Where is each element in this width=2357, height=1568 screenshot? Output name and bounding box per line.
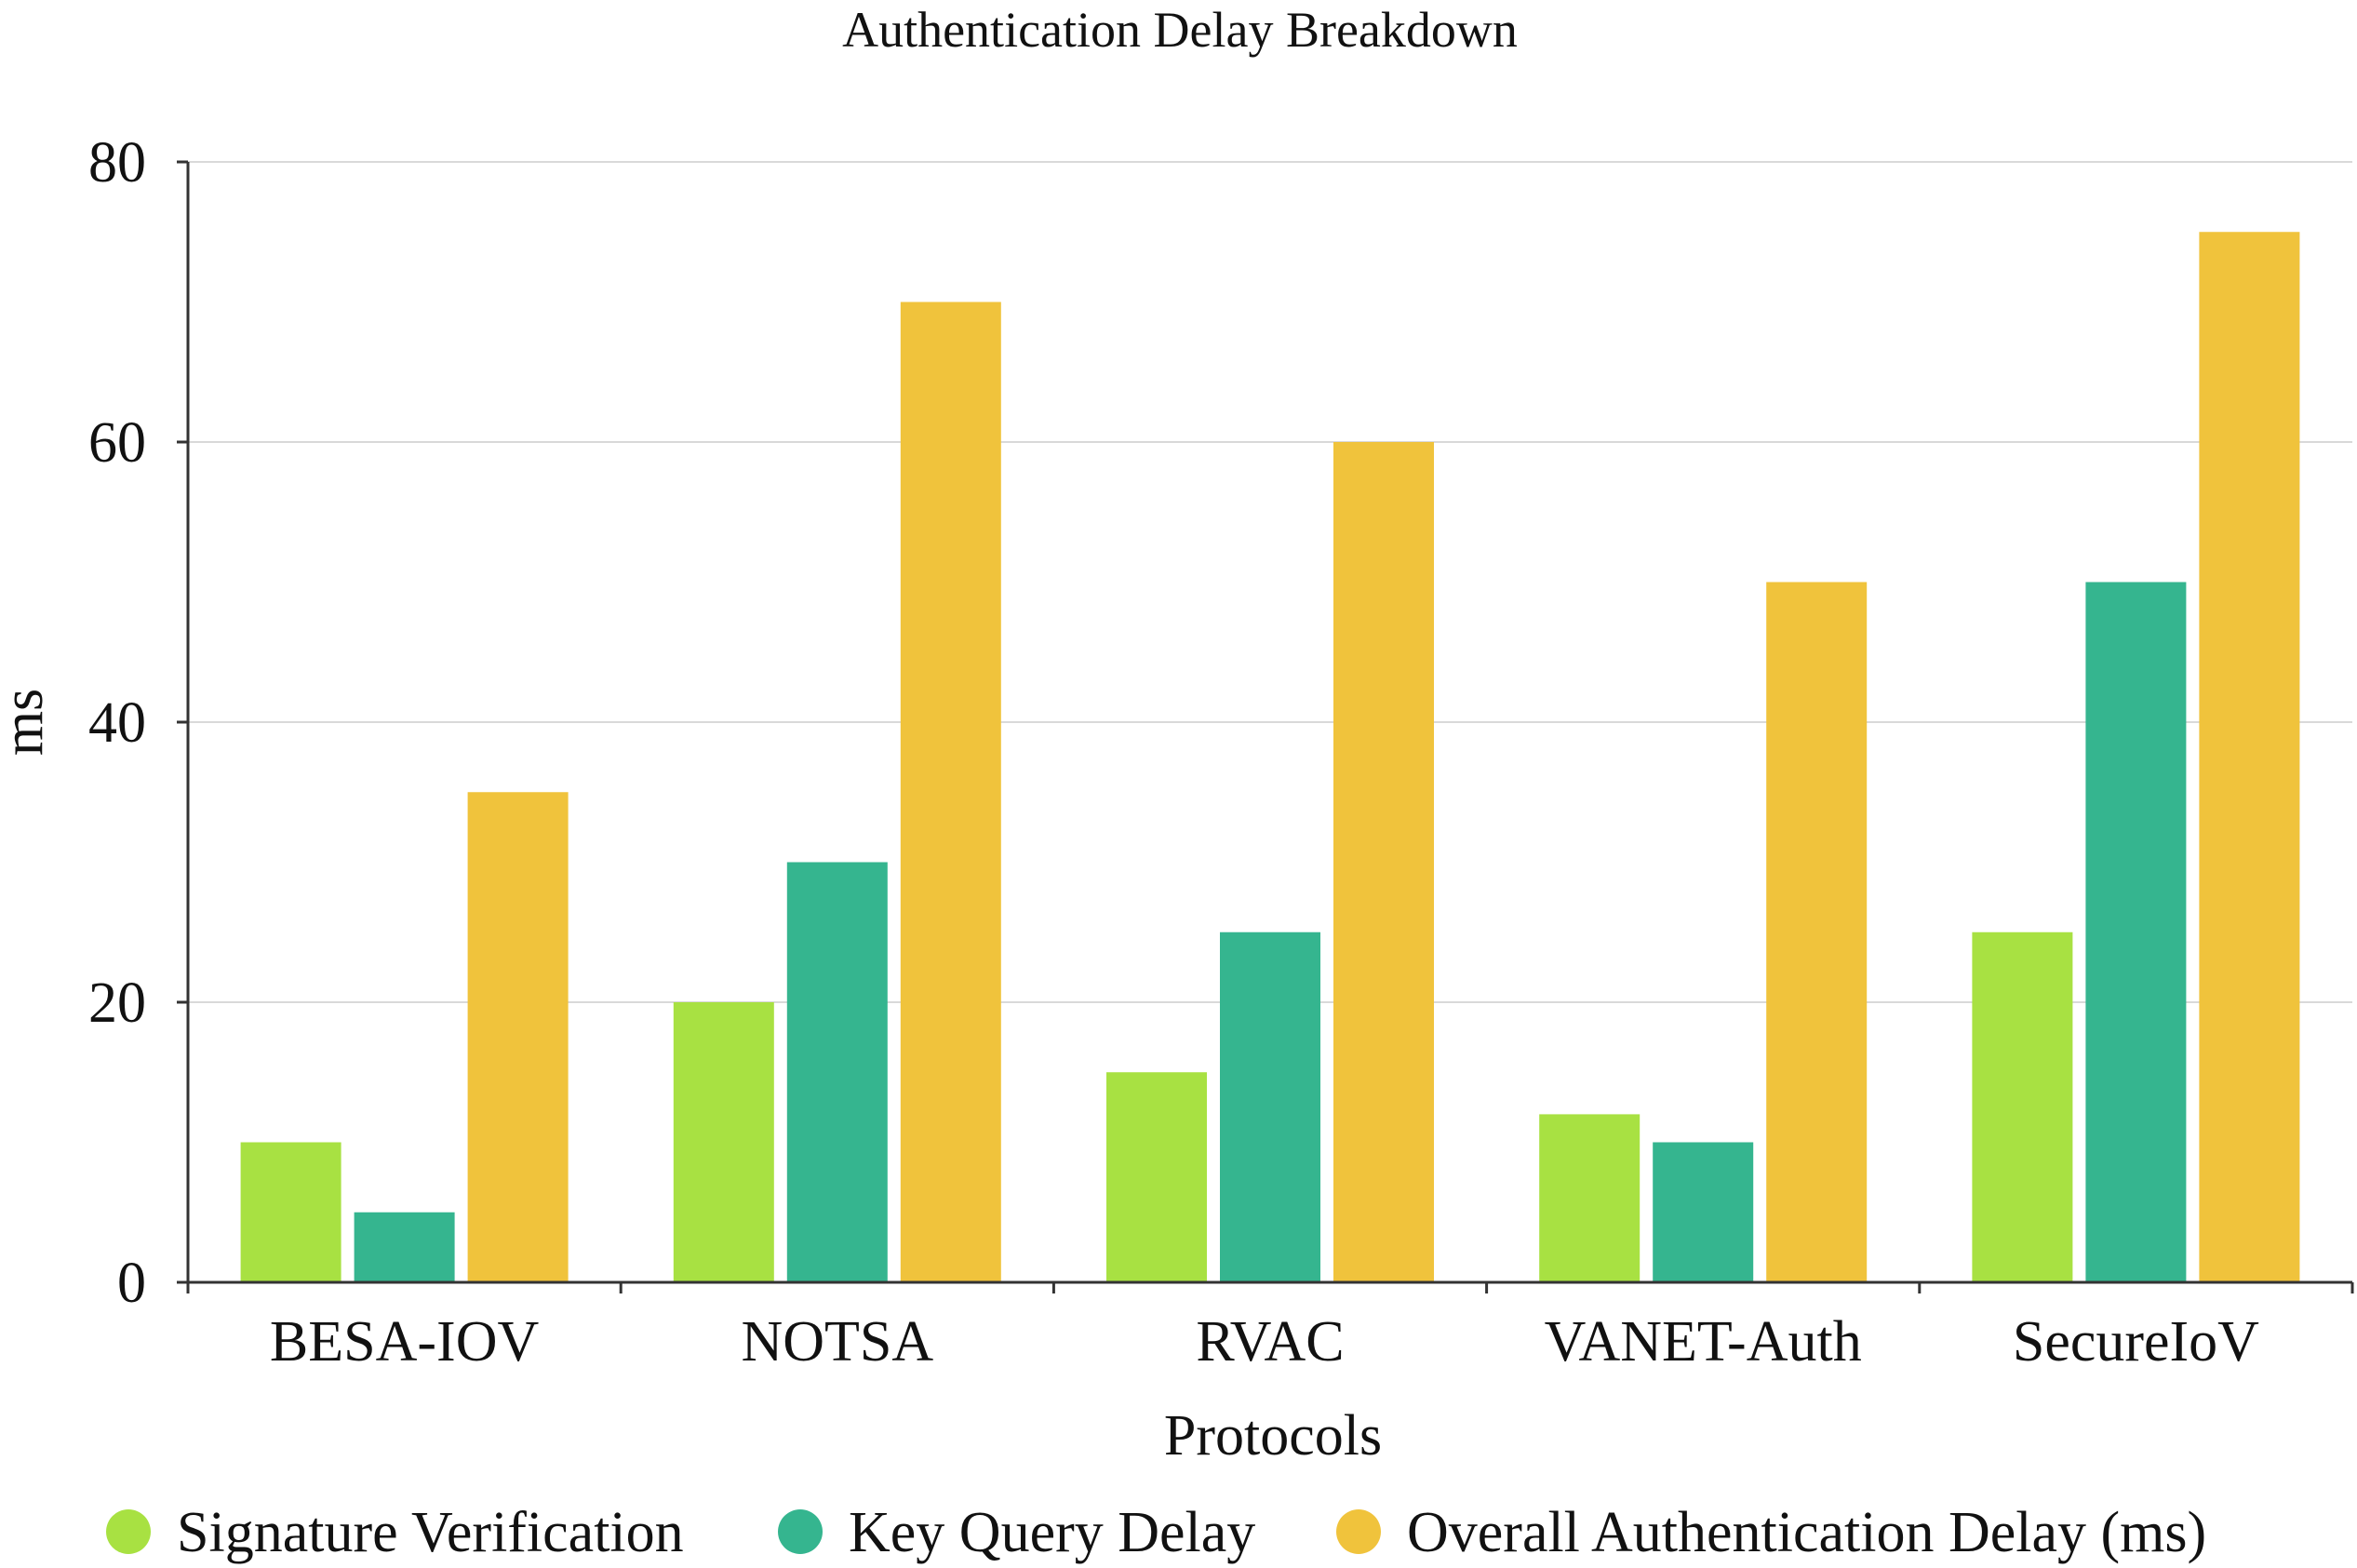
chart-title: Authentication Delay Breakdown: [842, 2, 1518, 58]
bar: [900, 302, 1001, 1282]
legend-label: Signature Verification: [177, 1501, 684, 1564]
x-tick-label: NOTSA: [741, 1310, 933, 1374]
x-tick-label: SecureIoV: [2013, 1310, 2259, 1374]
bar: [786, 862, 888, 1282]
bar: [1766, 582, 1868, 1282]
bar: [2085, 582, 2187, 1282]
y-axis-ticks: 0 20 40 60 80: [88, 131, 188, 1315]
y-tick-label: 40: [88, 691, 146, 755]
bar: [1653, 1142, 1754, 1282]
legend-label: Key Query Delay: [849, 1501, 1255, 1564]
legend-marker: [1336, 1509, 1381, 1554]
bar: [673, 1002, 774, 1282]
x-tick-label: RVAC: [1196, 1310, 1344, 1374]
bar: [1972, 931, 2073, 1282]
legend-label: Overall Authentication Delay (ms): [1407, 1501, 2206, 1564]
y-axis-label: ms: [0, 689, 55, 756]
y-tick-label: 20: [88, 972, 146, 1035]
y-tick-label: 80: [88, 131, 146, 194]
bar: [354, 1212, 455, 1282]
y-tick-label: 60: [88, 411, 146, 475]
x-tick-label: VANET-Auth: [1545, 1310, 1862, 1374]
bar: [1106, 1072, 1207, 1282]
legend-marker: [106, 1509, 151, 1554]
x-axis-label: Protocols: [1164, 1404, 1382, 1467]
bar: [1539, 1114, 1641, 1282]
bar: [2199, 232, 2300, 1282]
bar: [467, 792, 569, 1282]
bar: [240, 1142, 341, 1282]
bar: [1220, 931, 1320, 1282]
x-axis-ticks: BESA-IOV NOTSA RVAC VANET-Auth SecureIoV: [186, 1282, 2354, 1374]
legend: Signature Verification Key Query Delay Ove…: [106, 1501, 2206, 1564]
y-tick-label: 0: [117, 1252, 146, 1315]
bar: [1333, 442, 1434, 1282]
x-tick-label: BESA-IOV: [270, 1310, 540, 1374]
legend-marker: [778, 1509, 823, 1554]
bars: [240, 232, 2300, 1282]
